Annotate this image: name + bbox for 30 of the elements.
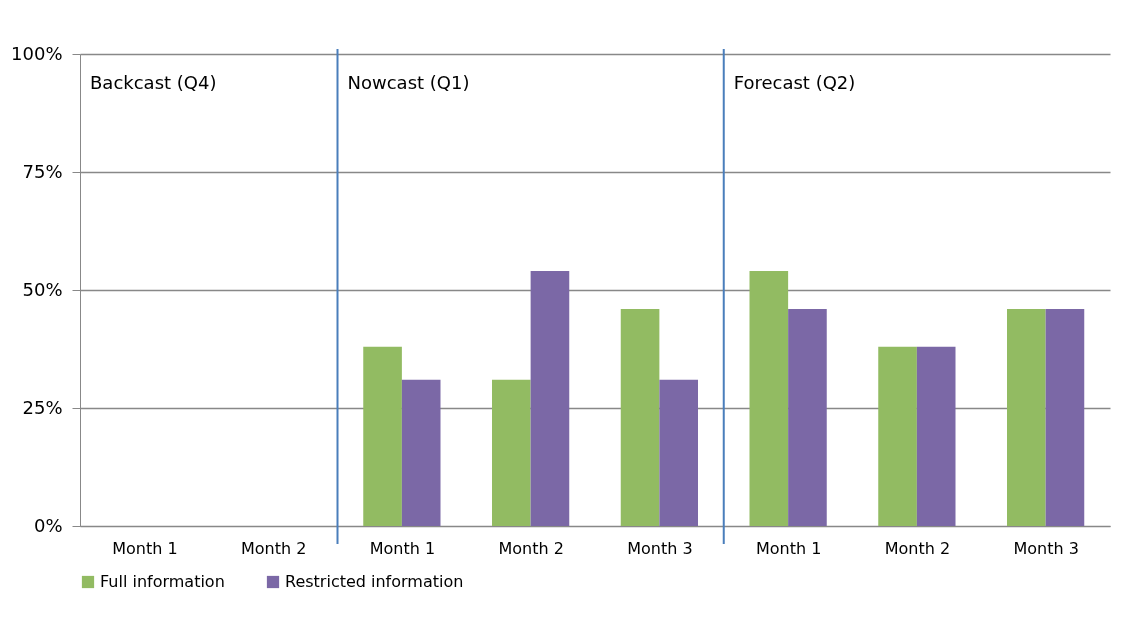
- bar: [916, 346, 956, 526]
- bar: [401, 379, 441, 526]
- legend-label: Restricted information: [285, 572, 464, 591]
- y-tick-label: 75%: [22, 160, 63, 182]
- y-tick-label: 25%: [22, 396, 63, 418]
- bar: [659, 379, 698, 526]
- bar: [363, 346, 402, 526]
- x-tick-label: Month 2: [884, 538, 951, 558]
- x-tick-label: Month 3: [1013, 538, 1079, 558]
- annotation: Nowcast (Q1): [347, 72, 470, 93]
- x-tick-label: Month 3: [627, 538, 693, 558]
- bar: [1007, 308, 1046, 526]
- x-tick-label: Month 1: [112, 538, 178, 558]
- legend-label: Full information: [100, 572, 225, 591]
- x-tick-label: Month 2: [498, 538, 564, 558]
- bar: [530, 271, 570, 526]
- x-tick-label: Month 1: [755, 538, 822, 558]
- bar: [1045, 308, 1085, 526]
- bar: [492, 379, 531, 526]
- bar: [620, 308, 660, 526]
- bar: [749, 271, 789, 526]
- annotation: Backcast (Q4): [90, 72, 217, 93]
- x-tick-label: Month 2: [240, 538, 307, 558]
- annotation: Forecast (Q2): [733, 72, 856, 93]
- y-tick-label: 100%: [11, 42, 63, 64]
- bar: [878, 346, 917, 526]
- bar: [788, 308, 827, 526]
- y-tick-label: 50%: [22, 278, 63, 300]
- y-tick-label: 0%: [33, 514, 63, 536]
- x-tick-label: Month 1: [369, 538, 436, 558]
